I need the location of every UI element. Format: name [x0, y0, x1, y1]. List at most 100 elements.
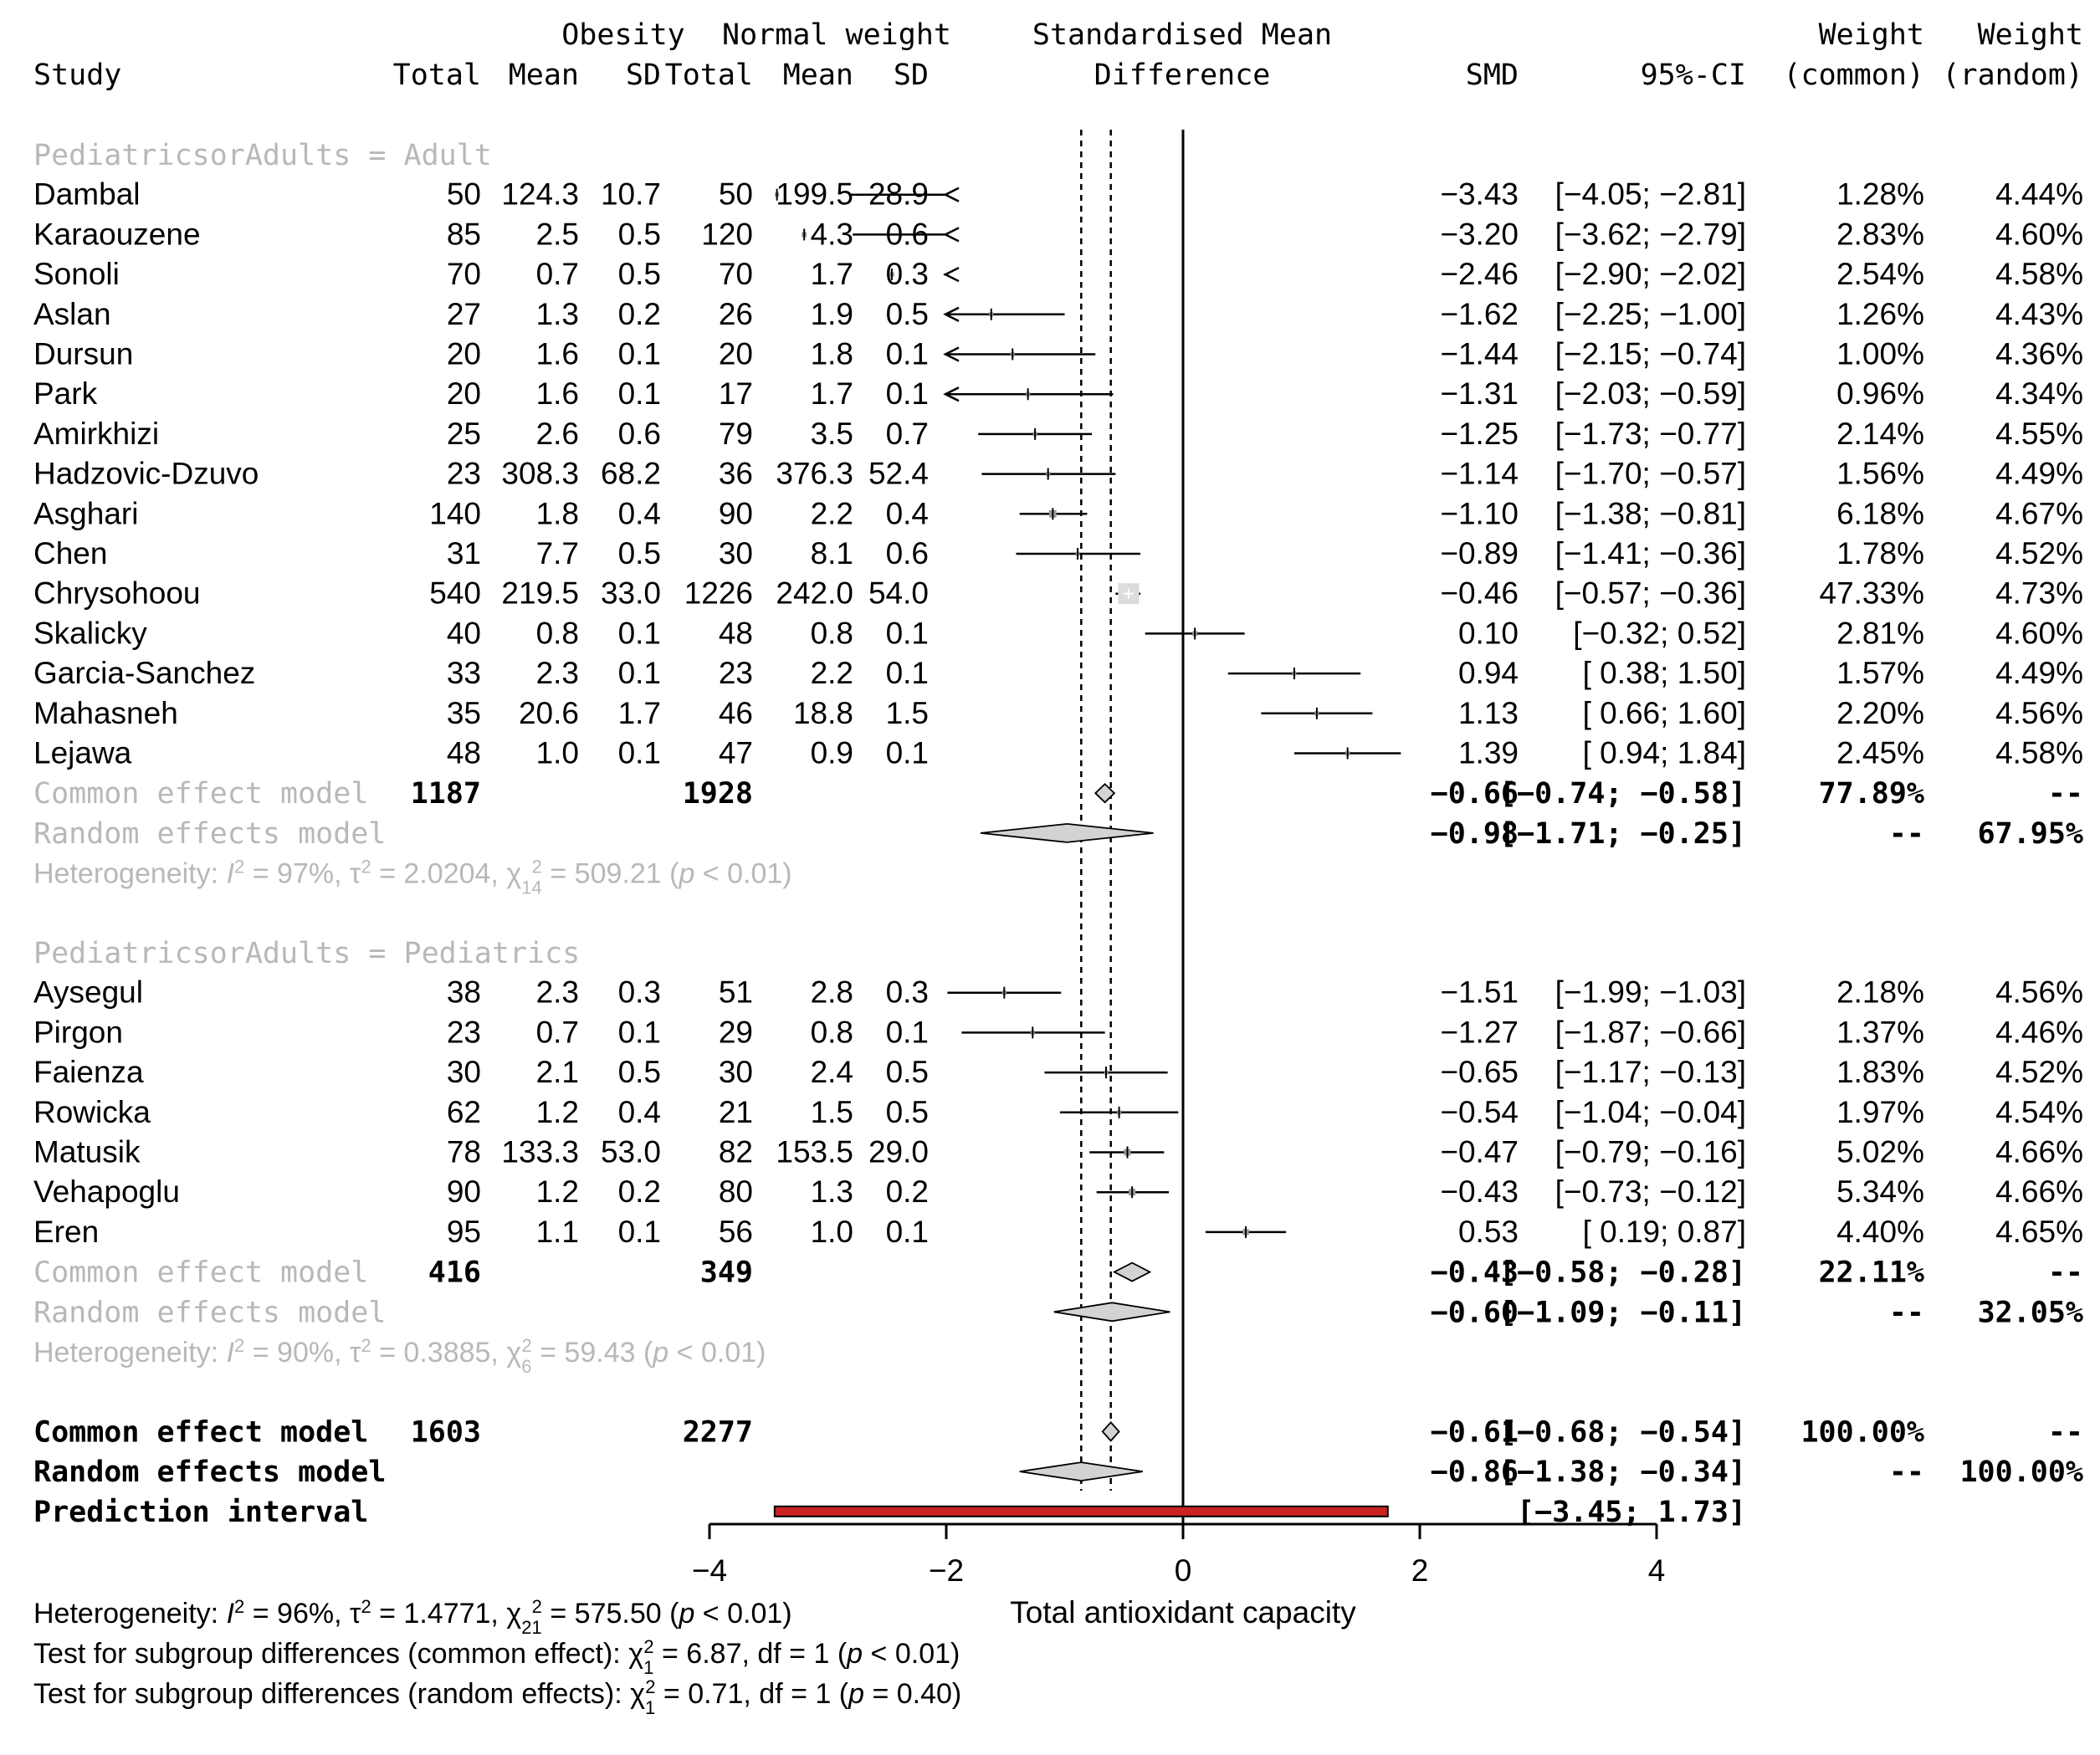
sd-normal: 0.5 [886, 1055, 929, 1089]
sd-obesity: 0.5 [618, 217, 661, 251]
sd-obesity: 0.1 [618, 736, 661, 770]
weight-common: 1.26% [1836, 297, 1924, 331]
x-tick-label: −4 [692, 1553, 727, 1588]
mean-normal: 18.8 [793, 696, 853, 730]
sd-obesity: 0.5 [618, 536, 661, 571]
weight-random: 4.49% [1995, 656, 2083, 690]
weight-random: 4.66% [1995, 1135, 2083, 1169]
subgroup-random-model-smd: −0.60 [1431, 1296, 1519, 1329]
subgroup-common-model-smd: −0.43 [1431, 1256, 1519, 1290]
weight-random: 4.60% [1995, 616, 2083, 650]
ci-value: [−1.38; −0.81] [1555, 496, 1746, 530]
study-name: Eren [33, 1215, 99, 1249]
total-normal: 36 [719, 457, 753, 491]
mean-normal: 1.0 [811, 1215, 853, 1249]
weight-random: 4.52% [1995, 536, 2083, 571]
study-name: Dambal [33, 177, 141, 212]
mean-normal: 2.4 [811, 1055, 853, 1089]
total-normal: 20 [719, 337, 753, 371]
ci-value: [ 0.38; 1.50] [1583, 656, 1746, 690]
sd-obesity: 0.1 [618, 1215, 661, 1249]
ci-value: [−0.73; −0.12] [1555, 1174, 1746, 1209]
total-obesity: 70 [447, 257, 481, 291]
subgroup-common-model-total-obesity: 1187 [411, 777, 481, 811]
smd-value: −0.47 [1440, 1135, 1519, 1169]
total-normal: 47 [719, 736, 753, 770]
mean-normal: 8.1 [811, 536, 853, 571]
total-obesity: 95 [447, 1215, 481, 1249]
sd-normal: 0.3 [886, 975, 929, 1010]
header-normal-weight: Normal weight [722, 18, 951, 52]
weight-random: 4.56% [1995, 975, 2083, 1010]
total-normal: 79 [719, 417, 753, 451]
smd-value: −0.89 [1440, 536, 1519, 571]
sd-obesity: 0.3 [618, 975, 661, 1010]
sd-normal: 0.1 [886, 736, 929, 770]
header-total-normal: Total [665, 59, 753, 92]
subgroup-random-model-ci: [−1.71; −0.25] [1499, 817, 1746, 851]
weight-common: 5.02% [1836, 1135, 1924, 1169]
mean-normal: 3.5 [811, 417, 853, 451]
weight-random: 4.52% [1995, 1055, 2083, 1089]
subgroup-common-model-label: Common effect model [33, 1256, 368, 1290]
total-normal: 56 [719, 1215, 753, 1249]
study-name: Vehapoglu [33, 1174, 180, 1209]
total-normal: 48 [719, 616, 753, 650]
mean-obesity: 124.3 [501, 177, 579, 212]
ci-arrow [943, 386, 960, 402]
total-obesity: 78 [447, 1135, 481, 1169]
sd-obesity: 0.1 [618, 337, 661, 371]
subgroup-common-model-diamond [1112, 1261, 1152, 1282]
ci-value: [−0.57; −0.36] [1555, 576, 1746, 611]
sd-normal: 1.5 [886, 696, 929, 730]
study-name: Lejawa [33, 736, 132, 770]
total-normal: 90 [719, 496, 753, 530]
header-ci: 95%-CI [1641, 59, 1746, 92]
sd-normal: 0.2 [886, 1174, 929, 1209]
subgroup-random-model-ci: [−1.09; −0.11] [1499, 1296, 1746, 1329]
ci-arrow [943, 187, 960, 202]
x-tick-label: 0 [1175, 1553, 1192, 1588]
smd-value: −3.20 [1440, 217, 1519, 251]
mean-normal: 1.8 [811, 337, 853, 371]
smd-value: −3.43 [1440, 177, 1519, 212]
total-obesity: 35 [447, 696, 481, 730]
weight-random: 4.67% [1995, 496, 2083, 530]
sd-normal: 0.5 [886, 1095, 929, 1129]
weight-common: 1.37% [1836, 1015, 1924, 1049]
weight-random: 4.34% [1995, 376, 2083, 411]
smd-value: −1.27 [1440, 1015, 1519, 1049]
study-name: Chrysohoou [33, 576, 201, 611]
overall-random-model-diamond [1019, 1461, 1144, 1482]
mean-obesity: 133.3 [501, 1135, 579, 1169]
ci-arrow [943, 306, 960, 322]
weight-random: 4.36% [1995, 337, 2083, 371]
header-smd-line1: Standardised Mean [1032, 18, 1332, 52]
subgroup-common-model-total-normal: 1928 [683, 777, 753, 811]
ci-value: [−2.15; −0.74] [1555, 337, 1746, 371]
overall-common-model-diamond [1101, 1421, 1120, 1442]
overall-common-model-ci: [−0.68; −0.54] [1499, 1415, 1746, 1449]
total-obesity: 20 [447, 337, 481, 371]
mean-obesity: 7.7 [536, 536, 579, 571]
subgroup-heterogeneity: Heterogeneity: I2 = 90%, τ2 = 0.3885, χ6… [33, 1335, 766, 1377]
weight-common: 1.83% [1836, 1055, 1924, 1089]
footer-line: Test for subgroup differences (random ef… [33, 1676, 961, 1718]
header-sd-obesity: SD [626, 59, 661, 92]
prediction-interval-bar [773, 1505, 1389, 1517]
total-obesity: 85 [447, 217, 481, 251]
weight-common: 6.18% [1836, 496, 1924, 530]
mean-obesity: 2.3 [536, 656, 579, 690]
subgroup-common-model-smd: −0.66 [1431, 777, 1519, 811]
forest-rows: PediatricsorAdults = Adult Dambal 50 124.3 1… [33, 139, 2083, 1718]
ci-value: [−1.87; −0.66] [1555, 1015, 1746, 1049]
ci-value: [−3.62; −2.79] [1555, 217, 1746, 251]
smd-value: 0.10 [1458, 616, 1519, 650]
smd-value: −0.46 [1440, 576, 1519, 611]
weight-common: 2.20% [1836, 696, 1924, 730]
weight-common: 4.40% [1836, 1215, 1924, 1249]
weight-common: 1.28% [1836, 177, 1924, 212]
subgroup-common-model-weight-random: -- [2048, 1256, 2083, 1290]
subgroup-random-model-diamond [1053, 1302, 1170, 1323]
overall-common-model-total-normal: 2277 [683, 1415, 753, 1449]
